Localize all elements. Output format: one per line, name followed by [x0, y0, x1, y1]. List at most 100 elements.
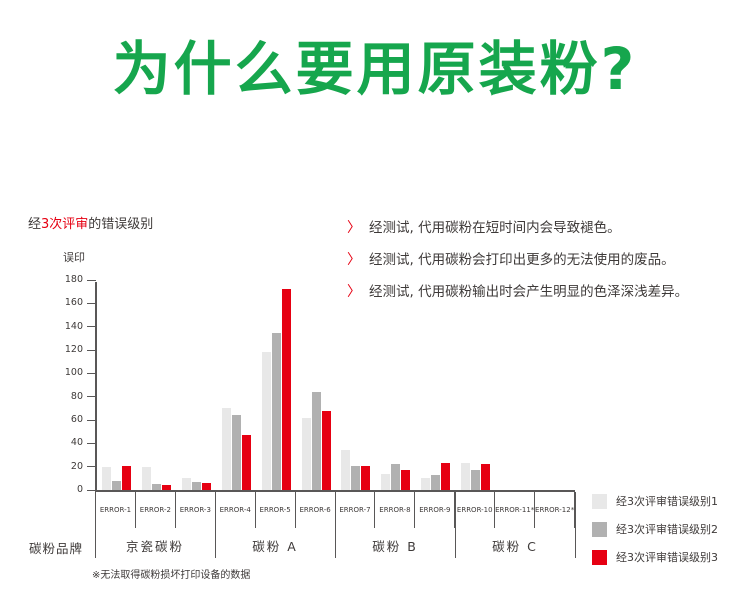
bar-group	[177, 282, 217, 490]
bar-level3	[480, 464, 490, 490]
toner-group-label: 碳粉 B	[372, 539, 418, 554]
bar-level2	[351, 465, 361, 490]
x-axis-category-label: ERROR-5	[256, 492, 296, 528]
chart-title: 经3次评审的错误级别	[28, 213, 153, 232]
bar-level3	[361, 465, 371, 490]
y-axis-tick-label: 140	[64, 320, 83, 332]
y-axis-tick-label: 80	[70, 390, 83, 402]
y-axis-tick	[87, 442, 96, 444]
y-axis-tick	[87, 396, 96, 398]
chart-footnote: ※无法取得碳粉损坏打印设备的数据	[92, 570, 251, 581]
chevron-right-icon: 〉	[347, 284, 361, 300]
chart-title-prefix: 经	[28, 217, 42, 232]
y-axis-tick-label: 120	[64, 344, 83, 355]
chevron-right-icon: 〉	[347, 252, 361, 268]
toner-group-label: 碳粉 C	[492, 539, 538, 554]
y-axis-label: 误印	[63, 251, 85, 264]
bar-chart-plot: 0 20 40 60 80 100 120 140 160 180	[65, 275, 575, 495]
bar-level1	[341, 450, 351, 490]
bar-level2	[152, 484, 162, 490]
bar-level3	[321, 410, 331, 490]
y-axis-tick-label: 40	[70, 437, 83, 449]
bar-level2	[112, 480, 122, 490]
x-axis-category-label: ERROR-4	[216, 492, 256, 528]
y-axis-tick-label: 180	[64, 274, 83, 285]
bullet-text: 经测试, 代用碳粉会打印出更多的无法使用的废品。	[369, 252, 675, 268]
bar-level2	[231, 415, 241, 490]
bar-level3	[162, 485, 172, 490]
bar-level1	[421, 478, 431, 490]
legend-swatch	[592, 521, 607, 537]
bullet-text: 经测试, 代用碳粉在短时间内会导致褪色。	[369, 220, 621, 236]
bar-group	[336, 282, 376, 490]
bar-level3	[401, 470, 411, 490]
legend-item: 经3次评审错误级别2	[592, 521, 718, 537]
group-label-row: 京瓷碳粉 碳粉 A 碳粉 B 碳粉 C	[95, 536, 575, 555]
bar-group	[137, 282, 177, 490]
y-axis-tick-label: 60	[70, 414, 83, 425]
y-axis-tick-label: 100	[64, 367, 83, 379]
bar-level1	[102, 466, 112, 490]
page-title: 为什么要用原装粉?	[112, 35, 638, 103]
bar-level1	[261, 352, 271, 490]
bar-level1	[221, 408, 231, 490]
bar-level1	[301, 417, 311, 490]
y-axis-tick	[87, 349, 96, 351]
group-divider	[95, 492, 96, 558]
bar-group	[256, 282, 296, 490]
toner-group-label: 京瓷碳粉	[125, 539, 184, 554]
bar-level3	[202, 483, 212, 490]
chevron-right-icon: 〉	[347, 220, 361, 236]
bullet-item: 〉经测试, 代用碳粉输出时会产生明显的色泽深浅差异。	[347, 283, 747, 302]
x-axis-category-label: ERROR-9	[415, 492, 456, 528]
group-divider	[335, 492, 336, 558]
bar-level1	[182, 478, 192, 490]
chart-legend: 经3次评审错误级别1 经3次评审错误级别2 经3次评审错误级别3	[592, 493, 718, 577]
bullet-item: 〉经测试, 代用碳粉在短时间内会导致褪色。	[347, 219, 747, 238]
x-axis-category-label: ERROR-1	[96, 492, 136, 528]
bar-level2	[271, 332, 281, 490]
y-axis-tick	[87, 466, 96, 468]
y-axis-tick	[87, 419, 96, 421]
legend-label: 经3次评审错误级别2	[616, 523, 718, 536]
group-divider	[215, 492, 216, 558]
bar-group	[416, 282, 456, 490]
y-axis-tick	[87, 279, 96, 281]
y-axis-tick	[87, 372, 96, 374]
legend-item: 经3次评审错误级别3	[592, 549, 718, 565]
x-axis-category-label: ERROR-2	[136, 492, 176, 528]
bar-group	[376, 282, 416, 490]
legend-item: 经3次评审错误级别1	[592, 493, 718, 509]
legend-label: 经3次评审错误级别1	[616, 495, 718, 508]
y-axis-tick-label: 20	[70, 460, 83, 472]
x-axis-category-label: ERROR-11*	[495, 492, 536, 528]
bar-group	[216, 282, 256, 490]
bar-level2	[311, 392, 321, 490]
legend-swatch	[592, 549, 607, 565]
bar-level2	[470, 470, 480, 490]
chart-title-suffix: 的错误级别	[88, 217, 154, 232]
x-axis-category-label: ERROR-7	[336, 492, 376, 528]
bar-group	[97, 282, 137, 490]
toner-group-label: 碳粉 A	[252, 539, 298, 554]
bullet-text: 经测试, 代用碳粉输出时会产生明显的色泽深浅差异。	[369, 284, 689, 300]
x-axis-category-label: ERROR-8	[375, 492, 416, 528]
group-divider	[575, 492, 576, 558]
bar-level2	[431, 474, 441, 490]
bar-level2	[192, 481, 202, 490]
chart-title-highlight: 3次评审	[41, 217, 89, 232]
y-axis-tick	[87, 302, 96, 304]
bar-level3	[281, 289, 291, 490]
y-axis-tick-label: 0	[76, 484, 83, 495]
legend-label: 经3次评审错误级别3	[616, 551, 718, 564]
x-axis-category-label: ERROR-6	[296, 492, 336, 528]
bullet-list: 〉经测试, 代用碳粉在短时间内会导致褪色。〉经测试, 代用碳粉会打印出更多的无法…	[347, 219, 747, 315]
bar-level1	[381, 473, 391, 490]
x-axis-category-label: ERROR-10	[455, 492, 496, 528]
legend-swatch	[592, 493, 607, 509]
x-axis-category-label: ERROR-3	[176, 492, 216, 528]
bars-area	[97, 282, 575, 490]
group-axis-label: 碳粉品牌	[29, 541, 84, 556]
y-axis-tick-label: 160	[64, 297, 83, 309]
